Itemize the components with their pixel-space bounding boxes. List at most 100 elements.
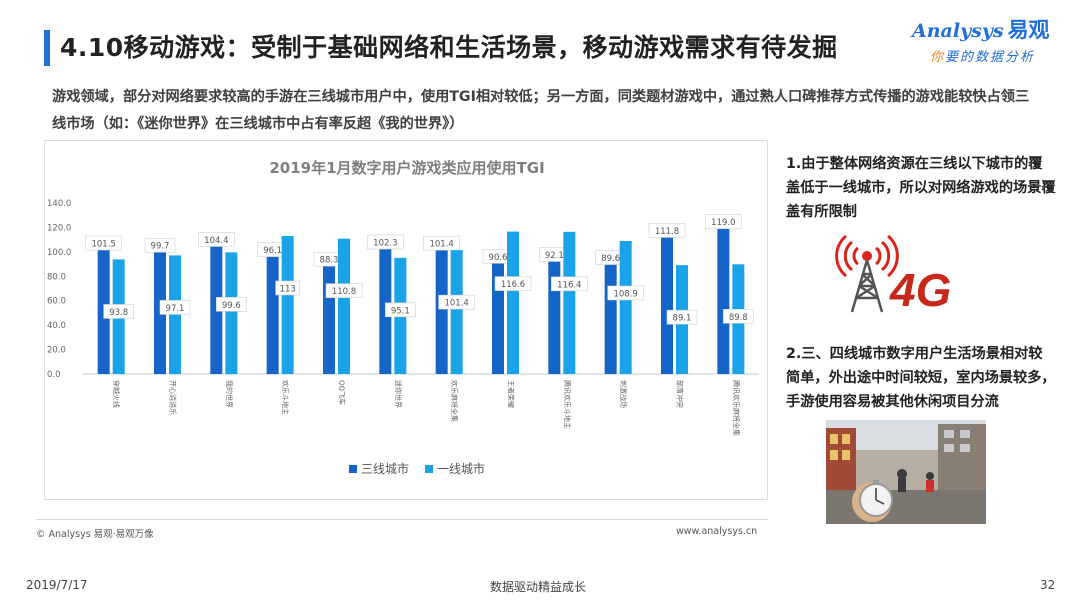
y-tick-label: 60.0 (47, 297, 66, 307)
data-label: 88.3 (320, 256, 339, 266)
y-tick-label: 100.0 (47, 248, 71, 258)
y-tick-label: 120.0 (47, 223, 71, 233)
bar-tier1 (507, 231, 519, 374)
data-label: 89.8 (729, 313, 748, 323)
category-label: 欢乐斗地主 (281, 380, 290, 415)
data-label-box (648, 223, 686, 238)
data-label: 97.1 (166, 304, 185, 314)
category-label: 王者荣耀 (507, 380, 516, 408)
y-tick-label: 40.0 (47, 321, 66, 331)
intro-text: 游戏领域，部分对网络要求较高的手游在三线城市用户中，使用TGI相对较低；另一方面… (52, 89, 1030, 132)
data-label: 102.3 (373, 239, 397, 249)
bar-tier1 (450, 250, 463, 374)
category-label: 刺激战场 (619, 380, 628, 408)
slide-title: 4.10移动游戏：受制于基础网络和生活场景，移动游戏需求有待发掘 (60, 33, 838, 62)
data-label-box (438, 294, 475, 310)
page-number: 32 (1040, 578, 1056, 592)
y-tick-label: 140.0 (47, 199, 71, 209)
bar-tier3 (717, 228, 730, 374)
data-label: 116.4 (557, 280, 581, 290)
tgi-chart: 2019年1月数字用户游戏类应用使用TGI 0.0 20.0 40.0 60.0 80.0… (44, 140, 768, 500)
category-label: QQ飞车 (338, 380, 347, 405)
4g-label: 4G (889, 264, 951, 316)
data-label-box (494, 276, 532, 291)
data-label: 92.1 (545, 251, 564, 261)
data-label-box (367, 234, 404, 250)
data-label: 101.4 (429, 240, 453, 250)
side-note-lifestyle: 2.三、四线城市数字用户生活场景相对较简单，外出途中时间较短，室内场景较多，手游… (786, 346, 1056, 410)
legend-swatch (349, 465, 357, 473)
data-label-box (216, 297, 247, 312)
bar-tier3 (323, 266, 335, 374)
data-label-box (423, 235, 460, 251)
category-label: 欢乐麻将全集 (450, 380, 459, 422)
data-label: 99.6 (222, 301, 241, 311)
data-label: 95.1 (391, 306, 410, 316)
logo-slogan-rest: 要的数据分析 (945, 50, 1036, 65)
bar-tier1 (619, 240, 632, 374)
data-label-box (723, 309, 754, 324)
category-label: 腾讯欢乐麻将全集 (732, 380, 741, 436)
legend-swatch (425, 465, 433, 473)
bar-tier3 (604, 264, 617, 374)
y-tick-label: 20.0 (47, 346, 66, 356)
data-label: 101.4 (444, 299, 468, 309)
footer-website-link[interactable]: www.analysys.cn (676, 526, 758, 537)
category-label: 开心消消乐 (169, 380, 178, 415)
bar-tier1 (338, 238, 350, 374)
data-label: 99.7 (151, 242, 170, 252)
bar-tier1 (281, 235, 294, 374)
data-label: 96.1 (263, 246, 282, 256)
logo-slogan-accent: 你 (930, 50, 946, 65)
side-note-network: 1.由于整体网络资源在三线以下城市的覆盖低于一线城市，所以对网络游戏的场景覆盖有… (786, 156, 1056, 220)
tgi-chart-svg: 2019年1月数字用户游戏类应用使用TGI 0.0 20.0 40.0 60.0 80.0… (47, 159, 759, 476)
bar-tier1 (225, 252, 238, 374)
data-label-box (666, 309, 698, 325)
y-tick-label: 0.0 (47, 370, 61, 380)
footer-divider (36, 519, 768, 520)
data-label: 110.8 (332, 287, 356, 297)
slide-date: 2019/7/17 (26, 578, 88, 592)
category-label: 腾讯欢乐斗地主 (563, 380, 572, 429)
data-label: 89.6 (601, 254, 620, 264)
title-accent-bar (44, 30, 50, 66)
y-tick-label: 80.0 (47, 272, 66, 282)
data-label: 111.8 (655, 227, 679, 237)
data-label-box (385, 302, 416, 318)
data-label-box (144, 237, 176, 253)
data-label-box (198, 232, 235, 247)
data-label: 89.1 (673, 314, 692, 324)
bar-tier1 (563, 231, 576, 374)
data-label-box (159, 300, 191, 315)
bar-tier3 (266, 256, 279, 374)
analysys-logo: Analysys 易观 你要的数据分析 (912, 14, 1062, 70)
logo-slogan: 你要的数据分析 (930, 46, 1062, 65)
legend-label: 一线城市 (437, 461, 485, 476)
data-label-box (325, 283, 363, 298)
bar-tier1 (169, 255, 181, 374)
street-stopwatch-photo (826, 420, 986, 524)
chart-title: 2019年1月数字用户游戏类应用使用TGI (269, 159, 544, 177)
data-label-box (551, 276, 588, 292)
legend-label: 三线城市 (361, 461, 409, 476)
data-label-box (103, 304, 134, 319)
category-label: 迷你世界 (394, 380, 403, 408)
logo-brand-en: Analysys (912, 20, 1004, 42)
data-label: 93.8 (109, 308, 128, 318)
data-label: 90.6 (489, 253, 508, 263)
category-label: 穿越火线 (112, 380, 121, 408)
bar-tier3 (435, 250, 448, 374)
data-label: 116.6 (501, 280, 525, 290)
data-label: 104.4 (204, 236, 228, 246)
logo-brand-cn: 易观 (1007, 18, 1050, 42)
category-label: 我的世界 (225, 380, 234, 408)
data-label: 101.5 (91, 240, 115, 250)
data-label: 113 (280, 284, 296, 294)
bar-tier3 (492, 263, 504, 374)
data-label-box (275, 280, 300, 296)
data-label-box (85, 235, 122, 251)
category-label: 部落冲突 (676, 380, 685, 408)
data-label-box (607, 285, 644, 301)
data-label: 108.9 (613, 289, 637, 299)
data-label: 119.0 (711, 218, 735, 228)
